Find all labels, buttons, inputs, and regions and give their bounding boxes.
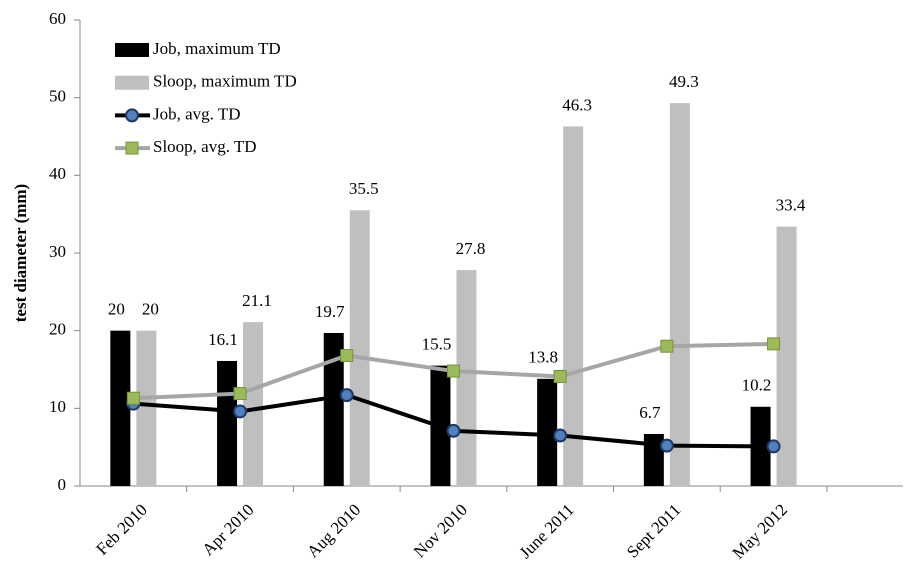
legend-label: Sloop, maximum TD — [153, 72, 297, 91]
bar — [349, 210, 370, 487]
x-tick-label: Nov 2010 — [410, 500, 471, 561]
legend-marker — [125, 141, 139, 155]
data-label: 13.8 — [528, 348, 558, 367]
legend-label: Job, avg. TD — [153, 104, 241, 123]
y-axis-title: test diameter (mm) — [11, 184, 30, 322]
data-label: 16.1 — [208, 330, 238, 349]
bar — [537, 378, 558, 486]
bar — [110, 330, 131, 486]
marker — [553, 428, 568, 443]
bar — [776, 226, 797, 487]
data-label: 49.3 — [669, 72, 699, 91]
data-label: 15.5 — [422, 335, 452, 354]
y-tick-label: 40 — [49, 164, 66, 183]
y-tick-label: 50 — [49, 87, 66, 106]
data-label: 33.4 — [776, 195, 806, 214]
y-tick-label: 30 — [49, 242, 66, 261]
data-label: 46.3 — [562, 95, 592, 114]
data-label: 6.7 — [639, 403, 661, 422]
y-tick-label: 60 — [49, 9, 66, 28]
x-tick-label: June 2011 — [516, 500, 578, 562]
bar — [217, 360, 238, 486]
data-label: 10.2 — [742, 376, 772, 395]
marker — [233, 404, 248, 419]
legend-swatch — [115, 43, 149, 57]
y-tick-label: 20 — [49, 320, 66, 339]
data-label: 35.5 — [349, 179, 379, 198]
marker — [340, 349, 354, 363]
marker — [233, 387, 247, 401]
marker — [446, 423, 461, 438]
data-label: 27.8 — [456, 239, 486, 258]
x-tick-label: Aug 2010 — [303, 500, 364, 561]
legend-label: Job, maximum TD — [153, 39, 281, 58]
marker — [126, 391, 140, 405]
x-tick-label: Feb 2010 — [92, 500, 151, 559]
bar — [323, 332, 344, 486]
bar — [456, 270, 477, 486]
y-tick-label: 0 — [58, 475, 67, 494]
marker — [767, 337, 781, 351]
legend-swatch — [115, 75, 149, 90]
marker — [660, 339, 674, 353]
marker — [766, 439, 781, 454]
x-tick-label: Sept 2011 — [623, 500, 684, 561]
data-label: 20 — [142, 300, 159, 319]
bar — [643, 433, 664, 486]
marker — [553, 369, 567, 383]
bar — [669, 103, 690, 486]
data-label: 19.7 — [315, 302, 345, 321]
marker — [446, 364, 460, 378]
marker — [659, 438, 674, 453]
legend-label: Sloop, avg. TD — [153, 137, 257, 156]
bar — [243, 322, 264, 486]
bar — [136, 330, 157, 486]
marker — [339, 388, 354, 403]
y-tick-label: 10 — [49, 397, 66, 416]
bar — [563, 126, 584, 487]
x-tick-label: May 2012 — [729, 500, 792, 563]
data-label: 20 — [108, 300, 125, 319]
data-label: 21.1 — [242, 291, 272, 310]
legend-marker — [125, 108, 139, 123]
x-tick-label: Apr 2010 — [198, 500, 257, 559]
